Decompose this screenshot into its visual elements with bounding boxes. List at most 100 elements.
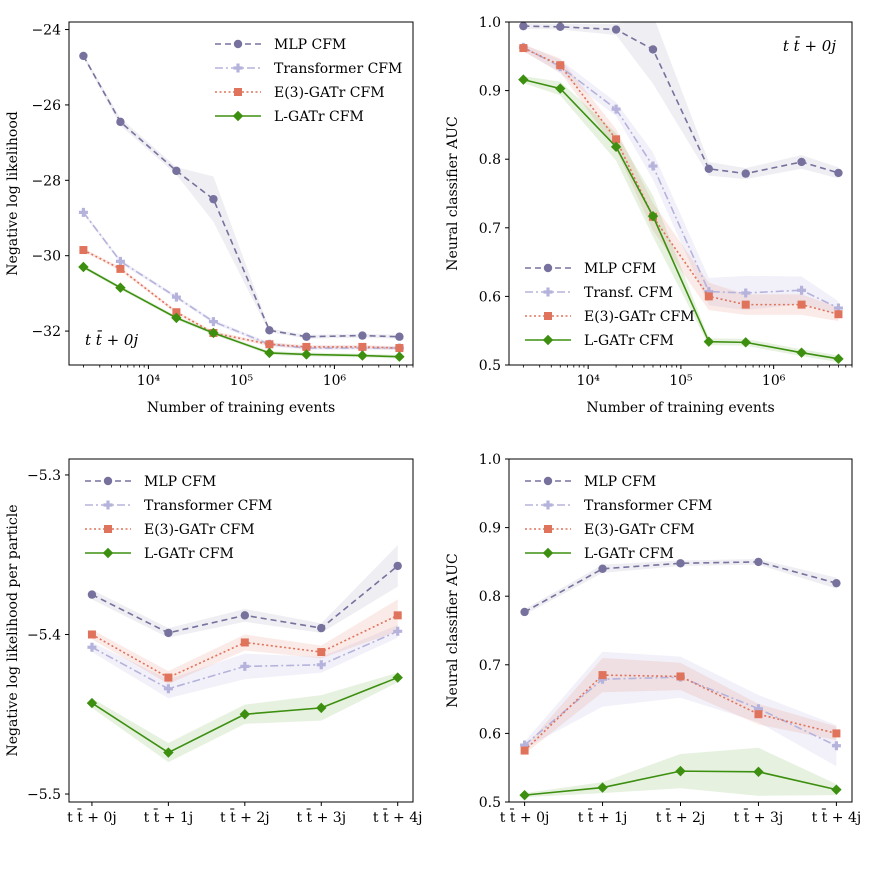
legend-entry-egatr: E(3)-GATr CFM — [215, 85, 385, 101]
point-lgatr — [239, 709, 251, 720]
y-tick-label: 0.9 — [479, 521, 501, 537]
x-tick-label: 10⁴ — [137, 373, 161, 389]
point-egatr — [598, 671, 607, 680]
legend-marker — [543, 263, 553, 273]
point-mlp — [754, 557, 763, 567]
line-transformer — [82, 211, 400, 349]
plot-area — [86, 545, 403, 763]
axes-frame — [68, 458, 414, 803]
series-mlp — [520, 557, 841, 617]
point-mlp — [741, 169, 750, 178]
panel-bottom-left: −5.3 −5.4 −5.5 t t̄ + 0j t t̄ + 1j t t̄ + 2j t… — [5, 458, 423, 826]
point-egatr — [116, 264, 125, 273]
point-transformer — [704, 287, 714, 297]
y-axis-label: Neural classifier AUC — [445, 116, 461, 270]
point-lgatr — [78, 261, 89, 273]
legend: MLP CFM Transformer CFM E(3)-GATr CFM L-GAT… — [525, 474, 712, 562]
point-mlp — [265, 326, 274, 335]
legend-marker — [544, 312, 552, 320]
panel-annotation: t t̄ + 0j — [85, 331, 138, 349]
legend-entry-mlp: MLP CFM — [525, 261, 656, 277]
legend-label: L-GATr CFM — [584, 546, 674, 562]
legend-entry-lgatr: L-GATr CFM — [525, 333, 674, 349]
x-axis-label: Number of training events — [586, 400, 774, 416]
legend: MLP CFM Transformer CFM E(3)-GATr CFM L-GAT… — [215, 37, 402, 125]
point-lgatr — [597, 782, 608, 793]
point-mlp — [834, 168, 843, 178]
series-egatr — [87, 611, 402, 682]
point-lgatr — [796, 347, 807, 358]
legend-marker — [542, 547, 554, 559]
y-tick-label: 1.0 — [479, 452, 501, 468]
point-lgatr — [753, 766, 764, 778]
point-transformer — [115, 256, 125, 266]
point-transformer — [648, 161, 658, 171]
point-lgatr — [357, 350, 368, 361]
point-transformer — [831, 741, 841, 751]
panel-annotation: t t̄ + 0j — [783, 37, 836, 55]
point-lgatr — [86, 697, 98, 709]
point-egatr — [393, 611, 402, 620]
legend-label: MLP CFM — [584, 474, 656, 490]
point-mlp — [395, 332, 404, 341]
line-mlp — [523, 25, 839, 175]
point-mlp — [393, 561, 402, 571]
series-lgatr — [86, 672, 403, 758]
y-tick-label: 0.7 — [479, 221, 501, 237]
y-tick-label: −5.3 — [27, 468, 61, 484]
legend-entry-transformer: Transformer CFM — [85, 498, 272, 514]
y-tick-label: 0.5 — [479, 795, 501, 811]
point-egatr — [265, 340, 274, 349]
legend-entry-lgatr: L-GATr CFM — [215, 109, 364, 125]
point-mlp — [519, 22, 528, 31]
x-tick-label: t t̄ + 1j — [578, 808, 628, 826]
series-lgatr — [519, 765, 842, 801]
point-egatr — [754, 710, 763, 719]
legend-label: E(3)-GATr CFM — [584, 522, 695, 538]
point-transformer — [797, 285, 807, 295]
plot-area — [518, 22, 844, 365]
y-tick-label: −32 — [31, 324, 61, 340]
point-egatr — [172, 308, 181, 317]
point-egatr — [832, 729, 841, 738]
legend-marker — [543, 476, 553, 486]
legend-label: L-GATr CFM — [144, 546, 234, 562]
y-tick-label: 0.9 — [479, 84, 501, 100]
point-egatr — [556, 61, 565, 70]
legend-entry-egatr: E(3)-GATr CFM — [85, 522, 255, 538]
point-lgatr — [833, 353, 844, 365]
point-mlp — [556, 22, 565, 32]
y-tick-label: −28 — [31, 173, 61, 189]
point-mlp — [520, 607, 529, 617]
point-lgatr — [163, 747, 174, 758]
point-lgatr — [264, 347, 275, 359]
point-egatr — [741, 300, 750, 309]
legend-label: MLP CFM — [274, 37, 346, 53]
legend: MLP CFM Transf. CFM E(3)-GATr CFM L-GATr CF… — [525, 261, 695, 349]
point-mlp — [317, 623, 326, 633]
point-mlp — [704, 164, 714, 174]
point-egatr — [519, 44, 528, 53]
point-lgatr — [208, 327, 219, 339]
point-mlp — [598, 564, 607, 573]
y-tick-label: 0.7 — [479, 658, 501, 674]
point-mlp — [676, 559, 685, 568]
point-transformer — [753, 704, 763, 714]
point-transformer — [78, 207, 88, 217]
point-lgatr — [610, 141, 622, 153]
legend-marker — [542, 334, 554, 346]
point-egatr — [395, 344, 404, 353]
point-mlp — [116, 117, 125, 127]
point-mlp — [164, 628, 173, 638]
point-transformer — [208, 317, 218, 327]
legend-label: L-GATr CFM — [274, 109, 364, 125]
series-mlp — [79, 51, 404, 341]
panel-top-left: −24 −26 −28 −30 −32 10⁴ 10⁵ 10⁶ Number of traini… — [5, 21, 414, 416]
point-egatr — [317, 648, 326, 657]
x-tick-label: t t̄ + 1j — [144, 808, 194, 826]
x-tick-label: t t̄ + 4j — [812, 808, 862, 826]
y-axis-label: Neural classifier AUC — [445, 553, 461, 707]
point-lgatr — [647, 210, 659, 222]
band-egatr — [523, 44, 839, 322]
point-lgatr — [301, 349, 312, 360]
